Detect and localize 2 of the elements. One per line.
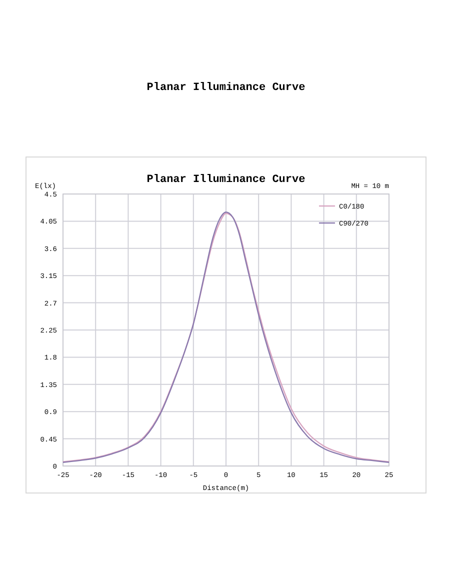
chart-title: Planar Illuminance Curve	[146, 82, 306, 94]
chart-subtitle: Planar Illuminance Curve	[146, 174, 306, 186]
